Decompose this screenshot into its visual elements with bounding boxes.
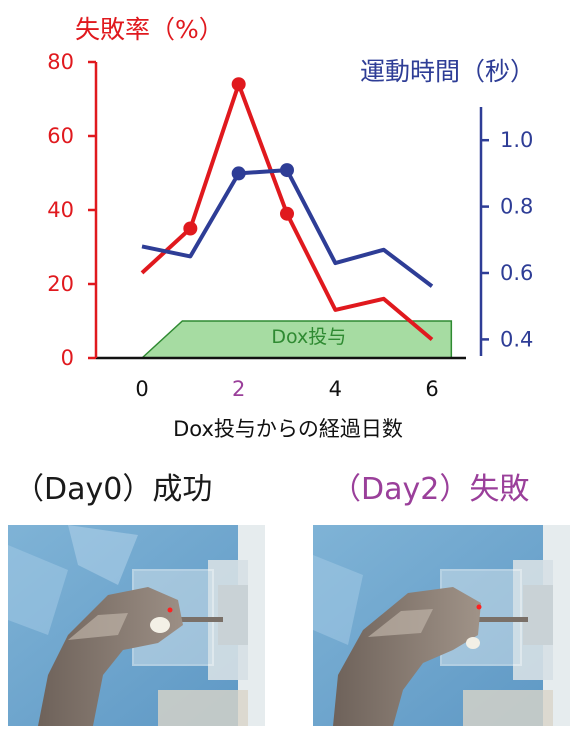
right-axis-tick-label: 1.0: [500, 128, 533, 152]
right-axis-tick-label: 0.4: [500, 327, 533, 351]
caption-day2-failure: （Day2）失敗: [331, 472, 530, 507]
left-axis-title: 失敗率（%）: [75, 15, 224, 44]
failure-rate-point: [280, 206, 294, 221]
photo-day2-failure: [313, 525, 570, 726]
caption-day0-success: （Day0）成功: [14, 472, 213, 507]
right-axis-title: 運動時間（秒）: [360, 57, 535, 86]
left-axis-tick-label: 60: [47, 124, 74, 148]
left-axis-tick-label: 80: [47, 50, 74, 74]
movement-time-point: [280, 163, 294, 178]
left-axis-tick-label: 0: [61, 346, 74, 370]
x-axis-tick-label: 0: [135, 377, 148, 401]
failure-rate-point: [183, 221, 198, 236]
left-axis-tick-label: 40: [47, 198, 74, 222]
left-axis-tick-label: 20: [47, 272, 74, 296]
right-axis-tick-label: 0.8: [500, 195, 533, 219]
photo-day0-success: [8, 525, 265, 726]
movement-time-point: [231, 166, 246, 181]
x-axis-tick-label: 6: [425, 377, 438, 401]
x-axis-tick-label: 4: [329, 377, 342, 401]
right-axis-tick-label: 0.6: [500, 261, 533, 285]
x-axis-tick-label: 2: [232, 377, 245, 401]
x-axis-title: Dox投与からの経過日数: [173, 417, 403, 441]
failure-rate-point: [231, 77, 246, 92]
dox-dosing-label: Dox投与: [271, 326, 346, 348]
